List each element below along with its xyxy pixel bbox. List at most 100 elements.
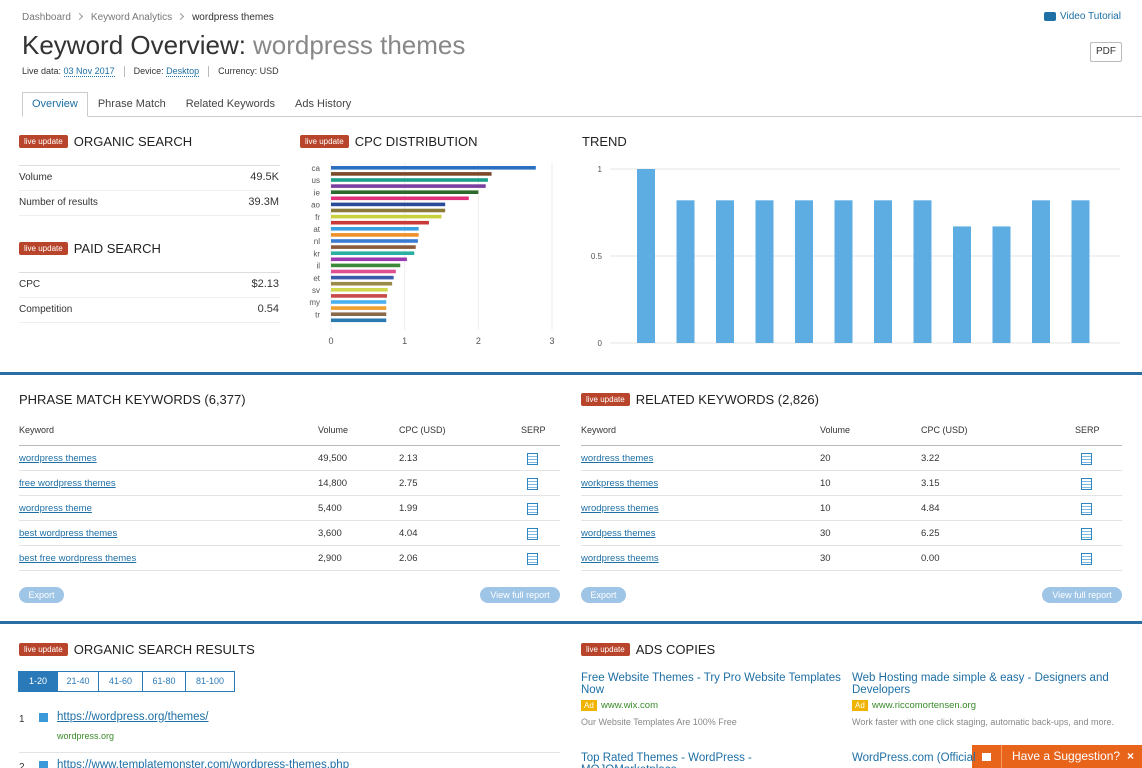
page-tab[interactable]: 81-100 xyxy=(185,671,235,692)
section-header: live update ADS COPIES xyxy=(581,641,715,657)
page-tab[interactable]: 61-80 xyxy=(142,671,186,692)
page-tab[interactable]: 1-20 xyxy=(18,671,58,692)
bar xyxy=(331,239,418,243)
view-full-report[interactable]: View full report xyxy=(1042,587,1122,603)
y-tick-label: 0.5 xyxy=(591,252,603,261)
bar xyxy=(716,200,734,343)
keyword-link[interactable]: free wordpress themes xyxy=(19,478,116,489)
view-full-report[interactable]: View full report xyxy=(480,587,560,603)
export-button[interactable]: Export xyxy=(581,587,626,603)
page-tab[interactable]: 41-60 xyxy=(98,671,143,692)
y-tick-label: et xyxy=(313,274,320,283)
keyword-link[interactable]: wordress themes xyxy=(581,453,654,464)
export-button[interactable]: Export xyxy=(19,587,64,603)
ad-title[interactable]: Top Rated Themes - WordPress - MOJOMarke… xyxy=(581,752,752,768)
ad-title[interactable]: Free Website Themes - Try Pro Website Te… xyxy=(581,672,841,696)
row-line xyxy=(19,297,280,298)
bar xyxy=(331,208,446,213)
serp-icon[interactable] xyxy=(527,528,538,540)
pdf-button[interactable]: PDF xyxy=(1090,42,1122,62)
ad-title[interactable]: WordPress.com (Official xyxy=(852,752,976,764)
row-line xyxy=(581,570,1122,571)
badge: live update xyxy=(581,393,630,407)
row-line xyxy=(581,545,1122,546)
title-text: Keyword Overview: xyxy=(22,30,246,60)
keyword-link[interactable]: wordpress theems xyxy=(581,553,659,564)
badge: live update xyxy=(300,135,349,149)
serp-icon[interactable] xyxy=(527,553,538,565)
result-url[interactable]: https://www.templatemonster.com/wordpres… xyxy=(57,759,350,768)
suggestion-label[interactable]: Have a Suggestion? xyxy=(1012,749,1121,763)
page-title: Keyword Overview: wordpress themes xyxy=(22,30,465,61)
serp-icon[interactable] xyxy=(1081,553,1092,565)
keyword-link[interactable]: workpress themes xyxy=(581,478,659,489)
x-tick-label: 0 xyxy=(328,336,333,346)
info-line: Live data: 03 Nov 2017 Device: Desktop Cur… xyxy=(22,66,279,78)
serp-icon[interactable] xyxy=(527,453,538,465)
tab[interactable]: Ads History xyxy=(295,98,352,110)
keyword-link[interactable]: best wordpress themes xyxy=(19,528,118,539)
badge: live update xyxy=(19,643,68,657)
bar xyxy=(331,166,536,170)
video-tutorial[interactable]: Video Tutorial xyxy=(1044,11,1121,22)
video-tutorial-label[interactable]: Video Tutorial xyxy=(1060,11,1121,22)
bar xyxy=(331,300,387,304)
result-domain: wordpress.org xyxy=(57,731,115,741)
ad-description: Our Website Templates Are 100% Free xyxy=(581,717,737,727)
breadcrumb-link[interactable]: Dashboard xyxy=(22,12,71,23)
section-title: ORGANIC SEARCH xyxy=(73,134,193,150)
bar xyxy=(637,169,655,343)
volume: 30 xyxy=(820,528,831,539)
tab[interactable]: Overview xyxy=(22,92,88,117)
row-line xyxy=(19,322,280,323)
y-tick-label: fr xyxy=(315,213,320,222)
close-icon[interactable]: × xyxy=(1126,749,1134,763)
rank: 1 xyxy=(19,714,25,725)
y-tick-label: kr xyxy=(313,249,320,258)
serp-icon[interactable] xyxy=(1081,503,1092,515)
bar xyxy=(331,202,446,207)
bar xyxy=(331,227,419,231)
serp-icon[interactable] xyxy=(1081,478,1092,490)
row-line xyxy=(19,520,560,521)
date-select[interactable]: 03 Nov 2017 xyxy=(63,66,115,77)
ad-url: www.riccomortensen.org xyxy=(872,700,977,711)
suggestion-button[interactable]: Have a Suggestion? × xyxy=(972,745,1142,768)
keyword-link[interactable]: wordpress theme xyxy=(19,503,92,514)
ad-description: Work faster with one click staging, auto… xyxy=(852,717,1114,727)
bar xyxy=(834,200,853,343)
keyword-link[interactable]: wordpress themes xyxy=(19,453,97,464)
row-line xyxy=(19,215,280,216)
device-select[interactable]: Desktop xyxy=(166,66,200,77)
y-tick-label: nl xyxy=(314,237,320,246)
serp-icon[interactable] xyxy=(527,503,538,515)
ad-url: www.wix.com xyxy=(601,700,659,711)
bar xyxy=(331,178,488,182)
ad-title[interactable]: Web Hosting made simple & easy - Designe… xyxy=(852,672,1109,696)
result-url[interactable]: https://wordpress.org/themes/ xyxy=(57,711,209,723)
serp-icon[interactable] xyxy=(1081,453,1092,465)
row-line xyxy=(19,752,560,753)
breadcrumb-link[interactable]: Keyword Analytics xyxy=(90,12,173,23)
keyword-link[interactable]: wordpess themes xyxy=(581,528,656,539)
label: Device: xyxy=(133,66,164,76)
y-tick-label: my xyxy=(309,298,320,307)
column-header: SERP xyxy=(521,425,546,435)
section-header: live update PAID SEARCH xyxy=(19,240,161,256)
page-tab[interactable]: 21-40 xyxy=(57,671,99,692)
cpc: 1.99 xyxy=(399,503,418,514)
keyword-link[interactable]: wrodpress themes xyxy=(581,503,659,514)
site-icon xyxy=(39,761,48,768)
section-header: live update RELATED KEYWORDS (2,826) xyxy=(581,391,819,407)
bar xyxy=(755,200,774,343)
keyword-link[interactable]: best free wordpress themes xyxy=(19,553,137,564)
cpc: 6.25 xyxy=(921,528,940,539)
serp-icon[interactable] xyxy=(1081,528,1092,540)
serp-icon[interactable] xyxy=(527,478,538,490)
metric-label: Competition xyxy=(19,304,73,315)
row-line xyxy=(19,190,280,191)
bar xyxy=(992,226,1011,343)
y-tick-label: il xyxy=(316,262,320,271)
tab[interactable]: Related Keywords xyxy=(185,98,275,110)
tab[interactable]: Phrase Match xyxy=(97,98,166,110)
